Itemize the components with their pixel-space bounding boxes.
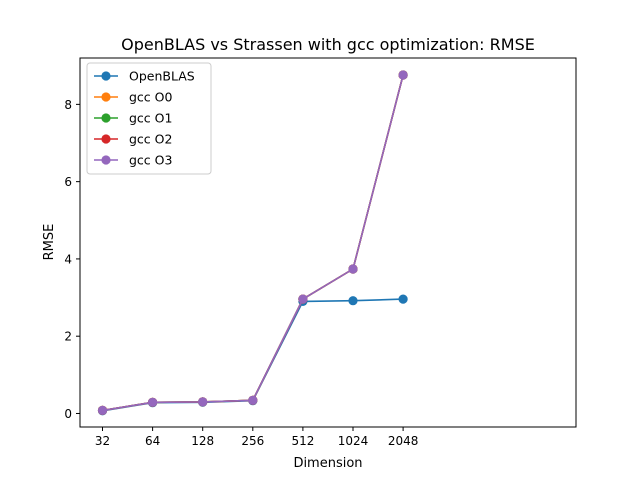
y-tick-label: 6	[64, 175, 72, 189]
legend-item: gcc O3	[94, 153, 172, 168]
legend-label: gcc O3	[129, 153, 172, 168]
plot-area	[97, 70, 408, 416]
y-axis-label: RMSE	[42, 224, 57, 261]
data-point	[148, 397, 158, 407]
legend-marker	[101, 155, 111, 165]
data-point	[97, 405, 108, 415]
axes: 32 64 128 256 512 1024 2048 0 2 4 6 8	[64, 57, 577, 448]
data-point	[348, 296, 358, 306]
y-tick-label: 0	[64, 407, 72, 421]
data-point	[198, 397, 208, 407]
legend-label: OpenBLAS	[129, 69, 195, 84]
legend-box	[86, 62, 212, 175]
x-tick-label: 128	[191, 434, 214, 448]
data-point	[248, 395, 258, 405]
legend-marker	[101, 134, 111, 144]
axes-frame	[79, 57, 577, 428]
legend-label: gcc O0	[129, 90, 172, 105]
x-tick-label: 1024	[338, 434, 369, 448]
x-tick-label: 512	[291, 434, 314, 448]
legend-item: gcc O0	[94, 90, 172, 105]
legend-marker	[101, 92, 111, 102]
x-tick-label: 64	[145, 434, 160, 448]
chart-title: OpenBLAS vs Strassen with gcc optimizati…	[121, 35, 535, 54]
legend-item: gcc O1	[94, 111, 172, 126]
data-point	[398, 294, 408, 304]
y-tick-label: 4	[64, 252, 72, 266]
y-tick-label: 2	[64, 330, 72, 344]
series-gcc-o3	[97, 70, 408, 415]
data-point	[398, 70, 408, 80]
x-tick-label: 32	[95, 434, 110, 448]
data-point	[348, 264, 358, 274]
data-point	[298, 294, 308, 304]
legend: OpenBLAS gcc O0 gcc O1 gcc O2 gcc O3	[86, 62, 212, 175]
legend-item: gcc O2	[94, 132, 172, 147]
legend-item: OpenBLAS	[94, 69, 195, 84]
x-tick-label: 2048	[388, 434, 419, 448]
y-tick-label: 8	[64, 98, 72, 112]
legend-label: gcc O2	[129, 132, 172, 147]
x-tick-label: 256	[241, 434, 264, 448]
legend-marker	[101, 113, 111, 123]
legend-marker	[101, 71, 111, 81]
x-axis-label: Dimension	[293, 456, 362, 471]
legend-label: gcc O1	[129, 111, 172, 126]
